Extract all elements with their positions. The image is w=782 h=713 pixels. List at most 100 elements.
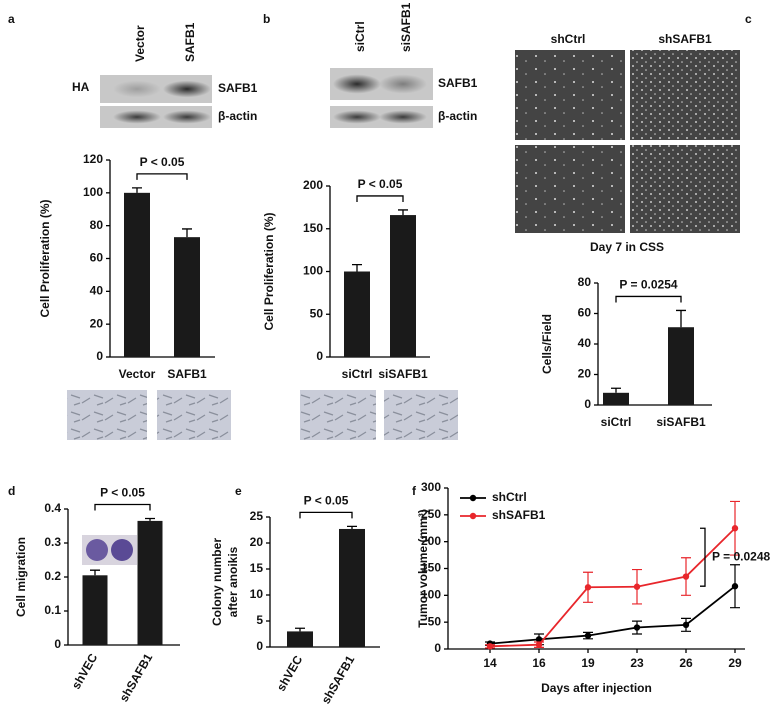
micrograph — [300, 390, 376, 440]
panel-letter: e — [235, 484, 242, 498]
y-tick-label: 25 — [250, 509, 264, 523]
y-axis-label: Cells/Field — [540, 314, 554, 374]
data-point — [535, 636, 543, 643]
blot-label: β-actin — [438, 109, 477, 123]
inset-well — [86, 539, 108, 561]
blot-side-label: HA — [72, 80, 90, 94]
error-bar — [90, 569, 100, 576]
y-tick-label: 80 — [578, 275, 592, 289]
y-tick-label: 20 — [578, 367, 592, 381]
legend-label: shSAFB1 — [492, 508, 546, 522]
y-tick-label: 150 — [421, 561, 441, 575]
y-tick-label: 40 — [90, 284, 104, 298]
y-tick-label: 10 — [250, 587, 264, 601]
legend-label: shCtrl — [492, 490, 527, 504]
y-tick-label: 200 — [421, 534, 441, 548]
y-tick-label: 0 — [256, 639, 263, 653]
x-tick-label: Vector — [119, 367, 156, 381]
y-tick-label: 0 — [96, 349, 103, 363]
y-axis-label: Cell Proliferation (%) — [262, 212, 276, 330]
x-tick-label: siCtrl — [601, 415, 632, 429]
y-tick-label: 50 — [428, 614, 442, 628]
x-tick-label: siCtrl — [342, 367, 373, 381]
error-bar — [295, 627, 305, 632]
significance-bracket — [94, 503, 151, 511]
legend-marker — [469, 494, 477, 502]
lane-label: SAFB1 — [183, 22, 197, 62]
annotation: P = 0.0248 — [712, 549, 770, 563]
blot-band — [113, 80, 161, 98]
lane-label: Vector — [133, 25, 147, 62]
micrograph — [384, 390, 458, 440]
panel-letter: b — [263, 12, 270, 26]
inset-well — [111, 539, 133, 561]
y-tick-label: 50 — [310, 306, 324, 320]
micrograph — [630, 50, 740, 140]
annotation: P < 0.05 — [100, 486, 145, 500]
blot-band — [379, 110, 427, 124]
y-tick-label: 0 — [584, 397, 591, 411]
y-axis-label: Tumor volume (mm³) — [416, 509, 430, 627]
x-tick-label: siSAFB1 — [378, 367, 428, 381]
bar — [344, 271, 370, 357]
x-tick-label: SAFB1 — [167, 367, 207, 381]
x-tick-label: 23 — [630, 656, 644, 670]
x-tick-label: 16 — [532, 656, 546, 670]
error-bar — [611, 387, 621, 393]
error-bar — [145, 517, 155, 521]
data-point — [633, 583, 641, 590]
error-bar — [352, 264, 362, 272]
y-tick-label: 250 — [421, 507, 441, 521]
x-axis-label: Days after injection — [541, 681, 652, 695]
x-tick-label: shVEC — [274, 653, 306, 694]
data-point — [731, 583, 739, 590]
y-axis-label: after anoikis — [226, 546, 240, 617]
x-tick-label: shVEC — [69, 651, 101, 692]
data-point — [682, 621, 690, 629]
micrograph — [157, 390, 231, 440]
x-tick-label: shSAFB1 — [117, 651, 156, 704]
blot-band — [333, 74, 381, 94]
micrograph — [515, 145, 625, 233]
micrograph — [67, 390, 147, 440]
x-tick-label: 29 — [728, 656, 742, 670]
y-tick-label: 0.4 — [44, 501, 61, 515]
blot-label: SAFB1 — [218, 81, 258, 95]
significance-bracket — [299, 511, 353, 519]
x-tick-label: 19 — [581, 656, 595, 670]
panel-letter: c — [745, 12, 752, 26]
y-tick-label: 100 — [83, 185, 103, 199]
blot-band — [163, 110, 211, 124]
panel-letter: a — [8, 12, 15, 26]
data-point — [535, 641, 543, 648]
y-tick-label: 60 — [90, 251, 104, 265]
y-tick-label: 80 — [90, 218, 104, 232]
bar — [174, 237, 200, 357]
bar — [287, 631, 313, 647]
bar — [668, 327, 694, 405]
bar — [603, 392, 629, 405]
data-point — [584, 584, 592, 591]
x-tick-label: siSAFB1 — [656, 415, 706, 429]
significance-bracket — [356, 195, 404, 202]
data-point — [731, 525, 739, 532]
bar — [390, 215, 416, 357]
legend-marker — [469, 512, 477, 520]
bar — [137, 520, 163, 645]
x-tick-label: shSAFB1 — [319, 653, 358, 706]
y-tick-label: 60 — [578, 306, 592, 320]
y-tick-label: 5 — [256, 613, 263, 627]
blot-band — [163, 80, 211, 98]
blot-label: β-actin — [218, 109, 257, 123]
y-axis-label: Colony number — [210, 538, 224, 626]
y-tick-label: 300 — [421, 480, 441, 494]
y-tick-label: 20 — [250, 535, 264, 549]
error-bar — [676, 309, 686, 328]
series-line — [489, 585, 736, 645]
y-tick-label: 120 — [83, 152, 103, 166]
x-tick-label: 26 — [679, 656, 693, 670]
y-tick-label: 200 — [303, 178, 323, 192]
y-tick-label: 0.2 — [44, 569, 61, 583]
micrograph — [515, 50, 625, 140]
panel-letter: d — [8, 484, 15, 498]
